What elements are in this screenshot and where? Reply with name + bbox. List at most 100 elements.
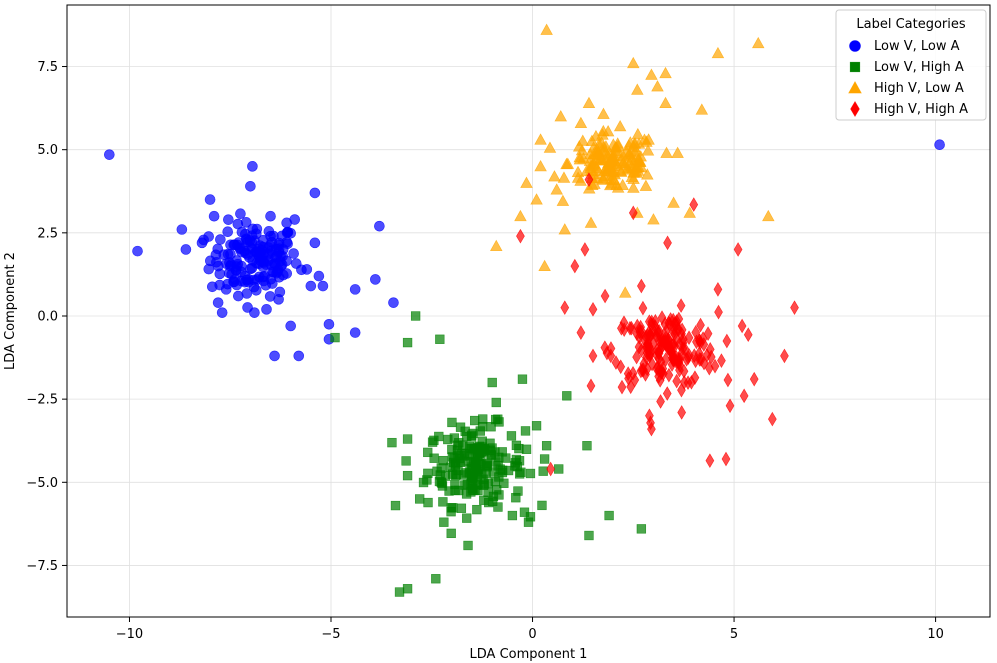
data-point-circle (349, 284, 361, 295)
data-point-square (538, 466, 548, 476)
data-point-diamond (702, 348, 712, 363)
data-point-triangle (659, 66, 672, 79)
data-point-square (456, 503, 467, 513)
data-point-triangle (588, 177, 601, 189)
legend-entries: Low V, Low A Low V, High A High V, Low A Hi… (848, 39, 968, 118)
data-point-triangle (614, 165, 628, 177)
data-point-diamond (679, 375, 689, 390)
data-point-square (477, 436, 487, 446)
data-point-circle (250, 228, 262, 240)
data-point-square (414, 494, 425, 504)
data-point-triangle (538, 259, 551, 271)
x-axis-label: LDA Component 1 (470, 647, 588, 662)
data-point-diamond (703, 326, 713, 341)
data-point-circle (282, 227, 294, 238)
data-point-square (390, 500, 401, 511)
data-point-square (451, 469, 462, 480)
data-point-square (539, 454, 550, 464)
data-point-circle (285, 320, 296, 332)
data-point-diamond (790, 300, 799, 316)
data-point-square (484, 497, 494, 508)
data-point-square (494, 452, 504, 463)
data-point-square (394, 587, 405, 597)
data-point-diamond (628, 365, 638, 381)
data-point-triangle (554, 110, 568, 122)
data-point-square (493, 461, 503, 471)
data-point-diamond (749, 371, 759, 387)
data-point-circle (243, 274, 254, 285)
legend-entry: High V, High A (850, 100, 968, 118)
data-point-circle (228, 276, 240, 288)
data-point-diamond (722, 333, 732, 349)
data-point-diamond (690, 370, 700, 386)
data-point-triangle (582, 96, 596, 109)
data-point-diamond (646, 327, 656, 343)
legend-label: High V, Low A (874, 81, 964, 96)
data-point-circle (275, 250, 286, 262)
data-point-square (432, 466, 442, 476)
data-point-triangle (557, 171, 571, 183)
data-point-square (438, 497, 448, 507)
data-point-square (493, 502, 503, 512)
data-point-circle (293, 350, 305, 362)
data-point-square (410, 311, 421, 321)
data-point-circle (290, 258, 302, 269)
data-point-triangle (514, 209, 527, 222)
data-point-square (476, 447, 487, 457)
data-point-diamond (657, 365, 666, 381)
data-point-square (387, 437, 397, 448)
data-point-triangle (695, 103, 709, 115)
data-point-triangle (631, 127, 645, 140)
data-point-diamond (560, 300, 570, 316)
data-point-square (636, 524, 647, 534)
data-point-circle (265, 210, 276, 222)
data-point-triangle (641, 144, 655, 156)
data-point-circle (104, 149, 115, 160)
data-point-circle (261, 304, 272, 315)
data-point-triangle (624, 136, 637, 148)
data-point-triangle (645, 68, 658, 80)
data-point-triangle (639, 179, 653, 191)
data-point-square (604, 510, 614, 521)
data-point-diamond (675, 336, 684, 352)
data-point-diamond (570, 258, 580, 274)
data-point-triangle (571, 171, 585, 183)
data-point-circle (250, 285, 262, 296)
data-point-square (494, 472, 504, 482)
data-point-triangle (558, 223, 572, 235)
data-point-diamond (691, 325, 701, 340)
data-point-triangle (671, 146, 684, 158)
data-point-diamond (717, 353, 726, 368)
series-0 (104, 139, 945, 362)
data-point-circle (225, 259, 237, 270)
data-point-circle (222, 226, 234, 237)
data-point-diamond (689, 197, 699, 212)
data-point-square (470, 415, 480, 426)
data-point-diamond (666, 312, 675, 327)
data-point-circle (388, 297, 399, 308)
data-point-square (402, 470, 413, 481)
data-point-square (330, 332, 340, 343)
data-point-circle (242, 302, 253, 313)
data-point-circle (317, 280, 329, 292)
data-point-square (402, 337, 413, 348)
data-point-triangle (592, 138, 606, 150)
data-point-diamond (696, 317, 705, 333)
data-point-diamond (677, 405, 687, 420)
data-point-square (462, 513, 472, 523)
data-point-diamond (650, 319, 660, 334)
data-point-triangle (572, 140, 586, 152)
data-point-triangle (607, 149, 621, 161)
data-point-triangle (534, 133, 547, 145)
data-point-circle (236, 246, 247, 258)
data-point-triangle (597, 124, 610, 137)
legend-marker-circle (849, 40, 861, 52)
data-point-square (482, 461, 493, 471)
data-point-square (514, 443, 524, 454)
data-point-square (429, 435, 439, 446)
data-point-square (507, 510, 518, 521)
data-point-square (525, 512, 536, 522)
data-point-circle (208, 210, 220, 222)
data-point-circle (198, 234, 209, 246)
data-point-square (461, 468, 471, 478)
